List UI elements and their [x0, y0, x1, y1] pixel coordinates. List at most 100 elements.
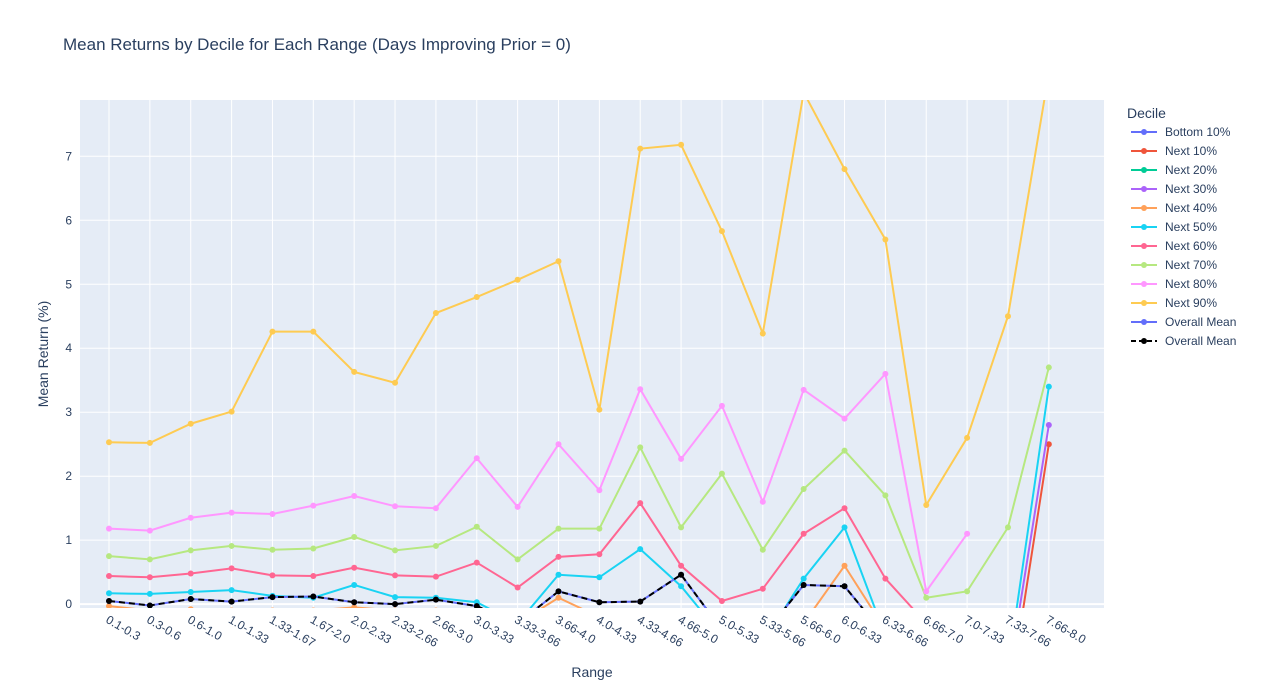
data-point	[718, 597, 725, 604]
legend-marker	[1141, 281, 1147, 287]
data-point	[270, 607, 275, 608]
legend-label: Next 90%	[1165, 296, 1217, 310]
data-point	[841, 524, 848, 531]
data-point	[841, 583, 848, 590]
data-point	[432, 505, 439, 512]
data-point	[515, 665, 521, 671]
y-tick-label: 3	[65, 405, 72, 419]
data-point	[514, 556, 521, 563]
data-point	[801, 684, 807, 688]
y-tick-label: 1	[65, 533, 72, 547]
series-line	[108, 525, 876, 608]
legend-marker	[1141, 224, 1147, 230]
data-point	[1045, 441, 1052, 448]
data-point	[392, 379, 399, 386]
data-point	[230, 607, 234, 608]
legend-label: Next 50%	[1165, 220, 1217, 234]
data-point	[310, 684, 316, 688]
data-point	[392, 547, 399, 554]
data-point	[678, 583, 685, 590]
chart-title: Mean Returns by Decile for Each Range (D…	[63, 35, 571, 54]
data-point	[473, 455, 480, 462]
data-point	[106, 439, 113, 446]
data-point	[1004, 524, 1011, 531]
data-point	[882, 492, 889, 499]
data-point	[678, 678, 684, 684]
data-point	[596, 599, 603, 606]
legend-label: Overall Mean	[1165, 334, 1236, 348]
data-point	[1004, 313, 1011, 320]
y-tick-label: 6	[65, 213, 72, 227]
data-point	[923, 588, 930, 595]
data-point	[310, 502, 317, 509]
data-point	[596, 406, 603, 413]
legend-marker	[1141, 300, 1147, 306]
y-tick-label: 0	[65, 597, 72, 611]
legend-marker	[1141, 338, 1147, 344]
data-point	[678, 455, 685, 462]
plot-area	[80, 100, 1104, 608]
series-line	[109, 668, 1008, 688]
data-point	[351, 564, 358, 571]
y-tick-label: 5	[65, 277, 72, 291]
data-point	[187, 547, 194, 554]
legend-marker	[1141, 262, 1147, 268]
data-point	[228, 598, 235, 605]
data-point	[473, 523, 480, 530]
data-point	[228, 565, 235, 572]
legend-label: Next 40%	[1165, 201, 1217, 215]
x-tick-label: 6.0-6.33	[839, 612, 884, 646]
data-point	[351, 581, 358, 588]
x-tick-label: 5.0-5.33	[716, 612, 761, 646]
data-point	[269, 572, 276, 579]
data-point	[229, 640, 235, 646]
data-point	[515, 640, 521, 646]
data-point	[555, 672, 561, 678]
data-point	[882, 678, 888, 684]
data-point	[841, 505, 848, 512]
data-point	[106, 525, 113, 532]
data-point	[964, 678, 970, 684]
data-point	[311, 607, 315, 608]
data-point	[678, 571, 685, 578]
y-tick-label: 7	[65, 149, 72, 163]
data-point	[718, 470, 725, 477]
data-point	[187, 514, 194, 521]
legend-label: Next 60%	[1165, 239, 1217, 253]
data-point	[800, 581, 807, 588]
data-point	[596, 574, 603, 581]
data-point	[800, 386, 807, 393]
data-point	[923, 594, 930, 601]
data-point	[718, 402, 725, 409]
data-point	[228, 542, 235, 549]
data-point	[392, 646, 398, 652]
x-tick-label: 0.3-0.6	[144, 612, 184, 643]
data-point	[637, 598, 644, 605]
data-point	[146, 602, 153, 608]
data-point	[473, 559, 480, 566]
series-layer	[106, 89, 1052, 688]
data-point	[106, 553, 113, 560]
data-point	[882, 575, 889, 582]
data-point	[760, 640, 766, 646]
data-point	[146, 527, 153, 534]
data-point	[310, 573, 317, 580]
legend-marker	[1141, 205, 1147, 211]
data-point	[228, 587, 235, 594]
data-point	[964, 434, 971, 441]
data-point	[229, 672, 235, 678]
data-point	[269, 678, 275, 684]
data-point	[1005, 678, 1011, 684]
data-point	[759, 546, 766, 553]
legend-marker	[1141, 167, 1147, 173]
data-point	[393, 607, 397, 608]
data-point	[392, 594, 399, 601]
data-point	[310, 328, 317, 335]
data-point	[841, 166, 848, 173]
data-point	[596, 525, 603, 532]
data-point	[146, 574, 153, 581]
grid	[80, 100, 1104, 608]
data-point	[801, 89, 807, 95]
data-point	[514, 584, 521, 591]
data-point	[188, 678, 194, 684]
